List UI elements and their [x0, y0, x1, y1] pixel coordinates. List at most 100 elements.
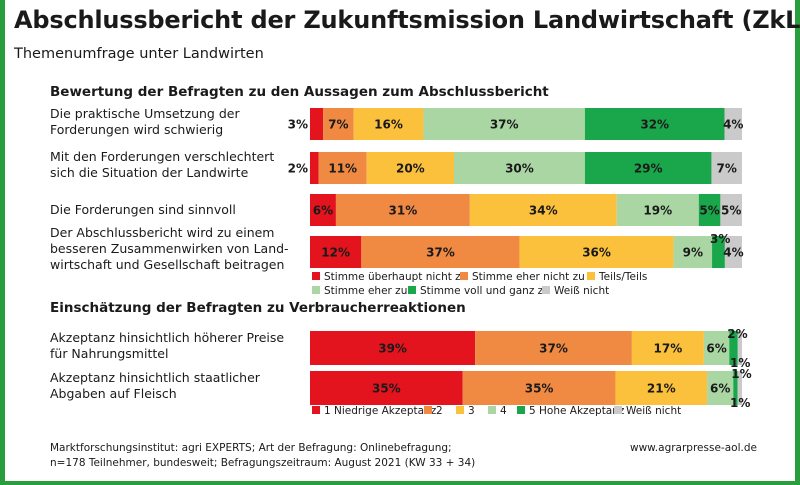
legend-swatch: [312, 272, 320, 280]
frame-border-right: [795, 0, 800, 485]
data-label: 39%: [378, 342, 407, 356]
bar-segment: [720, 194, 742, 226]
data-label: 35%: [372, 382, 401, 396]
data-label: 30%: [505, 162, 534, 176]
data-label: 1%: [730, 396, 750, 410]
data-label: 7%: [328, 118, 348, 132]
bar-segment: [584, 152, 712, 184]
data-label: 6%: [710, 382, 730, 396]
data-label: 37%: [490, 118, 519, 132]
bar-segment: [519, 236, 674, 268]
legend-swatch: [460, 272, 468, 280]
legend-swatch: [517, 406, 525, 414]
bar-segment: [707, 371, 734, 405]
website-link[interactable]: www.agrarpresse-aol.de: [630, 442, 757, 454]
legend-label: Stimme überhaupt nicht zu: [324, 271, 467, 283]
section-title-aussagen: Bewertung der Befragten zu den Aussagen …: [50, 84, 549, 100]
bar-segment: [318, 152, 367, 184]
bar-segment: [469, 194, 617, 226]
data-label: 11%: [328, 162, 357, 176]
bar-segment: [616, 194, 699, 226]
bar-segment: [310, 108, 324, 140]
legend-label: 1 Niedrige Akzeptanz: [324, 405, 437, 417]
data-label: 5%: [721, 204, 741, 218]
bar-segment: [353, 108, 424, 140]
category-label: Abgaben auf Fleisch: [50, 386, 177, 401]
bar-segment: [711, 152, 742, 184]
data-label: 21%: [647, 382, 676, 396]
bar-segment: [712, 236, 725, 268]
legend-swatch: [614, 406, 622, 414]
bar-segment: [584, 108, 725, 140]
data-label: 12%: [321, 246, 350, 260]
data-label: 7%: [717, 162, 737, 176]
frame-border-left: [0, 0, 5, 485]
data-label: 34%: [529, 204, 558, 218]
bar-segment: [737, 331, 742, 365]
bar-segment: [724, 108, 742, 140]
bar-segment: [724, 236, 742, 268]
legend-swatch: [424, 406, 432, 414]
legend-swatch: [312, 406, 320, 414]
data-label: 31%: [389, 204, 418, 218]
section-title-verbraucher: Einschätzung der Befragten zu Verbrauche…: [50, 300, 466, 316]
data-label: 20%: [396, 162, 425, 176]
data-label: 2%: [288, 162, 308, 176]
category-label: wirtschaft und Gesellschaft beitragen: [50, 257, 284, 272]
bar-segment: [462, 371, 616, 405]
data-label: 32%: [640, 118, 669, 132]
bar-segment: [703, 331, 730, 365]
bar-segment: [475, 331, 632, 365]
data-label: 6%: [313, 204, 333, 218]
source-line-2: n=178 Teilnehmer, bundesweit; Befragungs…: [50, 457, 476, 469]
data-label: 3%: [288, 118, 308, 132]
bar-segment: [310, 236, 362, 268]
legend-label: 4: [500, 405, 507, 417]
bar-segment: [310, 331, 476, 365]
data-label: 5%: [699, 204, 719, 218]
data-label: 1%: [730, 356, 750, 370]
legend-label: Teils/Teils: [598, 271, 647, 283]
bar-segment: [310, 194, 336, 226]
source-line-1: Marktforschungsinstitut: agri EXPERTS; A…: [50, 442, 452, 454]
legend-swatch: [587, 272, 595, 280]
data-label: 4%: [723, 246, 743, 260]
bar-segment: [366, 152, 454, 184]
data-label: 37%: [539, 342, 568, 356]
data-label: 35%: [525, 382, 554, 396]
bar-segment: [729, 331, 738, 365]
category-label: besseren Zusammenwirken von Land-: [50, 241, 289, 256]
data-label: 6%: [706, 342, 726, 356]
data-label: 19%: [643, 204, 672, 218]
bar-segment: [310, 371, 463, 405]
data-label: 17%: [654, 342, 683, 356]
category-label: Mit den Forderungen verschlechtert: [50, 149, 274, 164]
legend-label: 2: [436, 405, 443, 417]
chart-subtitle: Themenumfrage unter Landwirten: [14, 46, 264, 62]
category-label: Die Forderungen sind sinnvoll: [50, 202, 236, 217]
category-label: für Nahrungsmittel: [50, 346, 168, 361]
category-label: Akzeptanz hinsichtlich staatlicher: [50, 370, 261, 385]
bar-segment: [323, 108, 354, 140]
legend-swatch: [456, 406, 464, 414]
data-label: 4%: [723, 118, 743, 132]
bar-segment: [733, 371, 738, 405]
legend-label: Stimme eher zu: [324, 285, 407, 297]
legend-label: Stimme voll und ganz zu: [420, 285, 550, 297]
bar-segment: [423, 108, 585, 140]
data-label: 1%: [731, 367, 751, 381]
data-label: 2%: [727, 327, 747, 341]
chart-title: Abschlussbericht der Zukunftsmission Lan…: [14, 6, 800, 34]
data-label: 29%: [634, 162, 663, 176]
frame-border-bottom: [0, 481, 800, 485]
legend-label: 3: [468, 405, 475, 417]
legend-label: Stimme eher nicht zu: [472, 271, 585, 283]
bar-segment: [454, 152, 585, 184]
bar-segment: [335, 194, 470, 226]
category-label: Akzeptanz hinsichtlich höherer Preise: [50, 330, 284, 345]
bar-segment: [361, 236, 520, 268]
category-label: Forderungen wird schwierig: [50, 122, 223, 137]
data-label: 9%: [683, 246, 703, 260]
